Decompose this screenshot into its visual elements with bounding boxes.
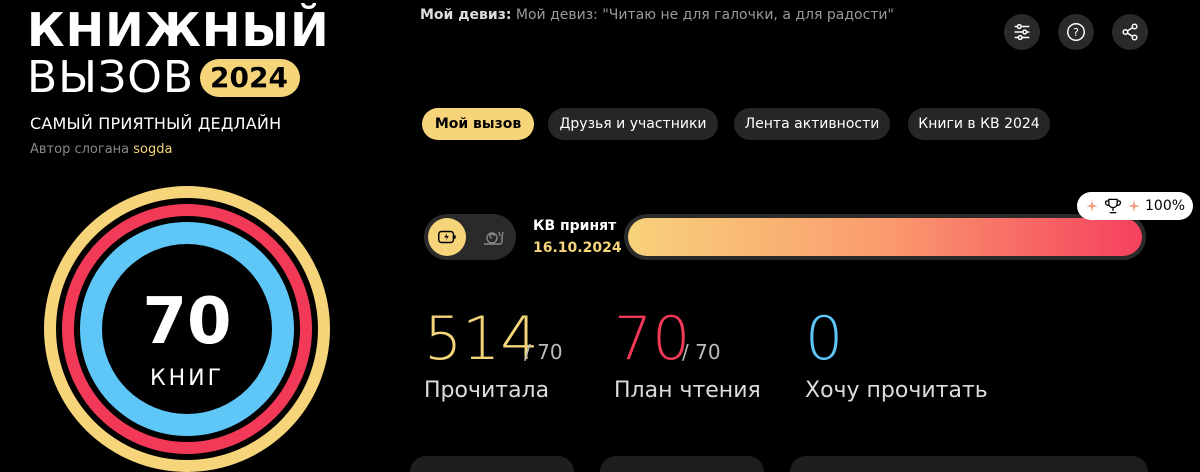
logo-year-badge: 2024 (200, 59, 300, 97)
stat-read-of: / 70 (524, 340, 563, 364)
ring-center (102, 244, 272, 414)
motto-label: Мой девиз: (420, 7, 512, 23)
tab-friends[interactable]: Друзья и участники (548, 108, 718, 140)
motto: Мой девиз: Мой девиз: "Читаю не для гало… (420, 7, 894, 23)
stat-plan-value: 70 (614, 304, 691, 374)
logo-word: ВЫЗОВ (27, 52, 195, 103)
help-button[interactable]: ? (1058, 14, 1094, 50)
slogan-author: Автор слогана sogda (30, 142, 172, 157)
stat-read-value: 514 (424, 304, 539, 374)
challenge-date: 16.10.2024 (533, 240, 622, 256)
logo-title: КНИЖНЫЙ (27, 3, 330, 57)
stat-wishlist-value: 0 (805, 304, 844, 374)
help-icon: ? (1067, 23, 1085, 41)
svg-text:?: ? (1073, 26, 1079, 39)
share-button[interactable] (1112, 14, 1148, 50)
slogan-author-link[interactable]: sogda (133, 142, 173, 157)
tab-my-challenge[interactable]: Мой вызов (422, 108, 534, 140)
tab-books[interactable]: Книги в КВ 2024 (908, 108, 1050, 140)
stat-plan-label: План чтения (614, 378, 761, 403)
fast-mode-knob[interactable] (428, 218, 466, 256)
snail-icon (484, 231, 504, 245)
goal-unit: КНИГ (149, 366, 225, 391)
progress-badge: 100% (1077, 192, 1194, 220)
slow-mode-option[interactable] (478, 222, 508, 252)
slogan: САМЫЙ ПРИЯТНЫЙ ДЕДЛАЙН (30, 114, 282, 133)
bottom-card[interactable] (600, 456, 764, 472)
logo-subtitle: ВЫЗОВ 2024 (27, 56, 300, 100)
progress-percent: 100% (1145, 198, 1186, 214)
trophy-icon (1104, 198, 1122, 214)
sparkle-icon (1086, 200, 1098, 212)
sparkle-icon (1128, 200, 1140, 212)
bottom-card[interactable] (410, 456, 574, 472)
progress-fill (628, 218, 1142, 256)
goal-count: 70 (142, 285, 232, 359)
bottom-card[interactable] (790, 456, 1148, 472)
settings-button[interactable] (1004, 14, 1040, 50)
settings-sliders-icon (1014, 23, 1030, 41)
stat-read-label: Прочитала (424, 378, 550, 403)
motto-text: Мой девиз: "Читаю не для галочки, а для … (515, 7, 894, 23)
tab-activity-feed[interactable]: Лента активности (734, 108, 890, 140)
challenge-status: КВ принят (533, 218, 617, 234)
share-icon (1122, 23, 1138, 41)
slogan-author-prefix: Автор слогана (30, 142, 130, 157)
battery-charge-icon (438, 230, 456, 244)
stat-plan-of: / 70 (682, 340, 721, 364)
stat-wishlist-label: Хочу прочитать (805, 378, 988, 403)
